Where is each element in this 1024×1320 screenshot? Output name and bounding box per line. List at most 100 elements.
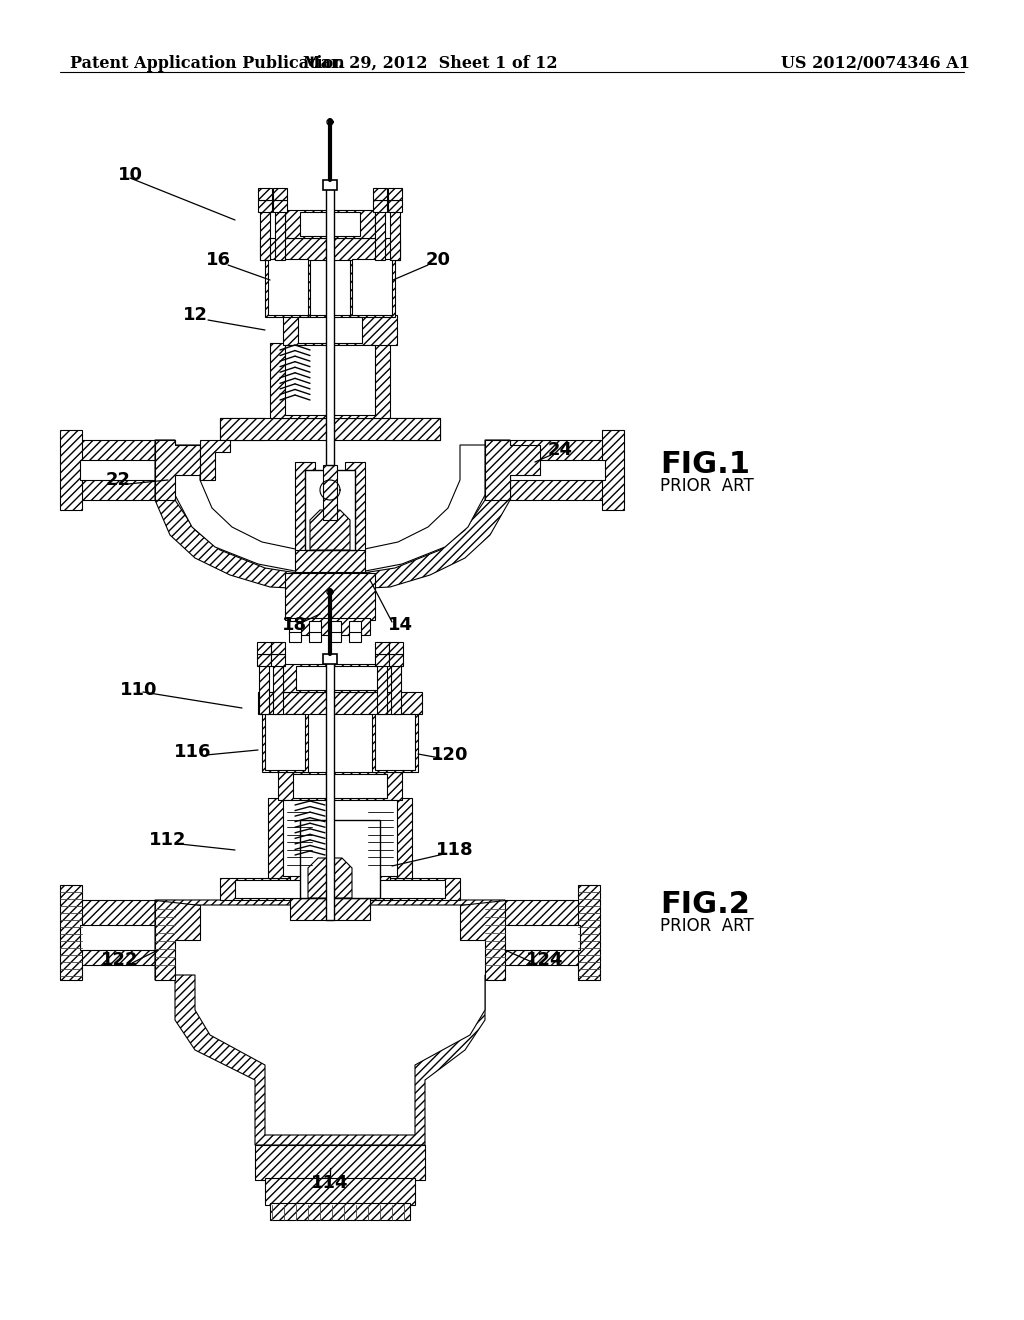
- Polygon shape: [220, 418, 265, 440]
- Polygon shape: [388, 201, 402, 213]
- Polygon shape: [309, 632, 321, 642]
- Polygon shape: [270, 1203, 410, 1220]
- Polygon shape: [490, 925, 580, 950]
- Polygon shape: [349, 620, 361, 634]
- Polygon shape: [309, 620, 321, 634]
- Text: 114: 114: [311, 1173, 349, 1192]
- Polygon shape: [285, 573, 375, 620]
- Polygon shape: [258, 187, 272, 201]
- Text: 20: 20: [426, 251, 451, 269]
- Polygon shape: [389, 653, 403, 667]
- Polygon shape: [293, 774, 387, 799]
- Polygon shape: [271, 653, 285, 667]
- Polygon shape: [270, 343, 390, 418]
- Polygon shape: [308, 858, 352, 898]
- Polygon shape: [329, 620, 341, 634]
- Polygon shape: [258, 201, 272, 213]
- Text: Patent Application Publication: Patent Application Publication: [70, 55, 345, 73]
- Polygon shape: [60, 430, 82, 510]
- Polygon shape: [155, 900, 505, 1144]
- Polygon shape: [389, 642, 403, 653]
- Text: FIG.2: FIG.2: [660, 890, 750, 919]
- Polygon shape: [305, 470, 355, 550]
- Polygon shape: [388, 187, 402, 201]
- Polygon shape: [375, 714, 415, 770]
- Polygon shape: [350, 257, 395, 317]
- Polygon shape: [289, 620, 301, 634]
- Polygon shape: [326, 663, 334, 920]
- Polygon shape: [352, 259, 392, 315]
- Polygon shape: [298, 317, 362, 343]
- Polygon shape: [220, 878, 460, 900]
- Polygon shape: [257, 642, 271, 653]
- Text: 112: 112: [150, 832, 186, 849]
- Polygon shape: [175, 445, 485, 573]
- Text: 14: 14: [387, 616, 413, 634]
- Text: 24: 24: [548, 441, 572, 459]
- Polygon shape: [285, 210, 375, 238]
- Polygon shape: [373, 201, 387, 213]
- Polygon shape: [271, 642, 285, 653]
- Polygon shape: [310, 510, 350, 550]
- Polygon shape: [265, 714, 305, 770]
- Polygon shape: [375, 653, 389, 667]
- Polygon shape: [155, 900, 200, 979]
- Polygon shape: [265, 1177, 415, 1205]
- Polygon shape: [390, 205, 400, 260]
- Text: Mar. 29, 2012  Sheet 1 of 12: Mar. 29, 2012 Sheet 1 of 12: [303, 55, 557, 73]
- Text: 18: 18: [283, 616, 307, 634]
- Polygon shape: [265, 257, 310, 317]
- Text: 122: 122: [101, 950, 138, 969]
- Polygon shape: [273, 201, 287, 213]
- Polygon shape: [80, 925, 175, 950]
- Polygon shape: [258, 692, 422, 714]
- Polygon shape: [260, 238, 400, 260]
- Text: 116: 116: [174, 743, 212, 762]
- Text: 120: 120: [431, 746, 469, 764]
- Polygon shape: [257, 653, 271, 667]
- Polygon shape: [295, 550, 365, 572]
- Polygon shape: [510, 459, 605, 480]
- Polygon shape: [290, 814, 312, 900]
- Text: 10: 10: [118, 166, 143, 183]
- Text: 12: 12: [182, 306, 208, 323]
- Polygon shape: [390, 418, 440, 440]
- Polygon shape: [273, 659, 283, 714]
- Polygon shape: [375, 205, 385, 260]
- Polygon shape: [60, 884, 82, 979]
- Text: 110: 110: [120, 681, 158, 700]
- Polygon shape: [283, 800, 397, 876]
- Polygon shape: [375, 642, 389, 653]
- Polygon shape: [282, 664, 398, 692]
- Polygon shape: [485, 440, 540, 500]
- Polygon shape: [155, 440, 510, 590]
- Polygon shape: [220, 418, 440, 440]
- Polygon shape: [490, 900, 580, 965]
- Polygon shape: [275, 205, 285, 260]
- Polygon shape: [578, 884, 600, 979]
- Polygon shape: [285, 345, 375, 414]
- Polygon shape: [268, 799, 412, 878]
- Polygon shape: [300, 213, 360, 236]
- Polygon shape: [290, 898, 370, 920]
- Polygon shape: [262, 711, 308, 772]
- Polygon shape: [273, 187, 287, 201]
- Polygon shape: [372, 711, 418, 772]
- Polygon shape: [323, 653, 337, 664]
- Polygon shape: [268, 259, 308, 315]
- Text: 124: 124: [526, 950, 564, 969]
- Text: FIG.1: FIG.1: [660, 450, 750, 479]
- Polygon shape: [296, 667, 384, 690]
- Polygon shape: [300, 820, 380, 898]
- Polygon shape: [460, 900, 505, 979]
- Polygon shape: [349, 632, 361, 642]
- Polygon shape: [295, 462, 315, 552]
- Polygon shape: [290, 618, 370, 635]
- Text: 22: 22: [105, 471, 130, 488]
- Text: 118: 118: [436, 841, 474, 859]
- Polygon shape: [80, 900, 175, 965]
- Polygon shape: [278, 772, 402, 800]
- Polygon shape: [80, 459, 175, 480]
- Polygon shape: [391, 659, 401, 714]
- Polygon shape: [200, 440, 230, 480]
